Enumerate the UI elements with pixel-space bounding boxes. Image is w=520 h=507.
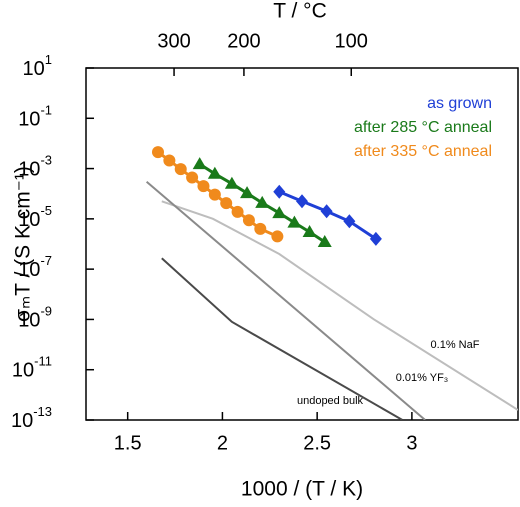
y-tick-base: 10 (18, 310, 40, 332)
y-tick-label: 10-9 (18, 304, 52, 332)
y-tick-base: 10 (18, 159, 40, 181)
reference-label: undoped bulk (297, 395, 364, 407)
marker (272, 206, 287, 219)
legend-label: after 335 °C anneal (354, 143, 492, 160)
x-tick-label: 3 (406, 432, 417, 454)
y-tick-exponent: -7 (40, 254, 52, 269)
y-tick-label: 10-13 (11, 404, 52, 432)
marker (302, 225, 317, 238)
y-tick-label: 10-5 (18, 203, 52, 231)
y-tick-label: 10-3 (18, 153, 52, 181)
x-tick-label: 2.5 (303, 432, 331, 454)
y-tick-base: 10 (23, 58, 45, 80)
marker (296, 194, 308, 209)
marker (271, 230, 284, 243)
marker (255, 195, 270, 208)
y-tick-exponent: -3 (40, 153, 52, 168)
marker (224, 176, 239, 189)
y-tick-base: 10 (18, 209, 40, 231)
x-axis-label: 1000 / (T / K) (241, 478, 363, 501)
marker (273, 184, 286, 199)
y-axis-label: σₘT / (S K cm⁻¹) (12, 166, 35, 322)
y-tick-exponent: -9 (40, 304, 52, 319)
y-tick-base: 10 (18, 259, 40, 281)
marker (220, 197, 233, 210)
x-tick-label: 2 (217, 432, 228, 454)
x2-axis-label: T / °C (273, 0, 327, 23)
marker (343, 214, 356, 229)
marker (242, 214, 255, 227)
x2-tick-label: 300 (157, 30, 190, 52)
reference-line (145, 180, 426, 420)
y-tick-exponent: -1 (40, 103, 52, 118)
marker (186, 171, 199, 184)
marker (192, 157, 207, 170)
marker (163, 154, 176, 167)
x2-tick-label: 100 (335, 30, 368, 52)
y-tick-exponent: -13 (33, 404, 52, 419)
legend-label: after 285 °C anneal (354, 119, 492, 136)
marker (254, 222, 267, 235)
reference-label: 0.1% NaF (431, 339, 480, 351)
marker (174, 163, 187, 176)
y-tick-exponent: -11 (34, 354, 52, 369)
y-tick-base: 10 (18, 109, 40, 131)
marker (231, 205, 244, 218)
marker (320, 204, 333, 219)
plot-frame (85, 67, 519, 421)
y-tick-label: 10-11 (12, 354, 52, 382)
y-tick-label: 10-1 (18, 103, 52, 131)
y-tick-label: 10-7 (18, 254, 52, 282)
marker (207, 166, 222, 179)
y-tick-exponent: 1 (45, 52, 52, 67)
marker (152, 146, 164, 159)
y-tick-label: 101 (23, 52, 52, 80)
y-tick-base: 10 (12, 360, 34, 382)
marker (317, 235, 332, 248)
x2-tick-label: 200 (227, 30, 260, 52)
x-tick-label: 1.5 (114, 432, 142, 454)
marker (369, 231, 382, 246)
marker (197, 180, 210, 193)
reference-line (161, 257, 403, 420)
y-tick-exponent: -5 (40, 203, 52, 218)
marker (240, 186, 255, 199)
legend-label: as grown (427, 95, 492, 112)
reference-label: 0.01% YF₃ (396, 372, 449, 384)
y-tick-base: 10 (11, 410, 33, 432)
marker (208, 188, 221, 201)
reference-line (161, 200, 518, 411)
marker (287, 215, 302, 228)
